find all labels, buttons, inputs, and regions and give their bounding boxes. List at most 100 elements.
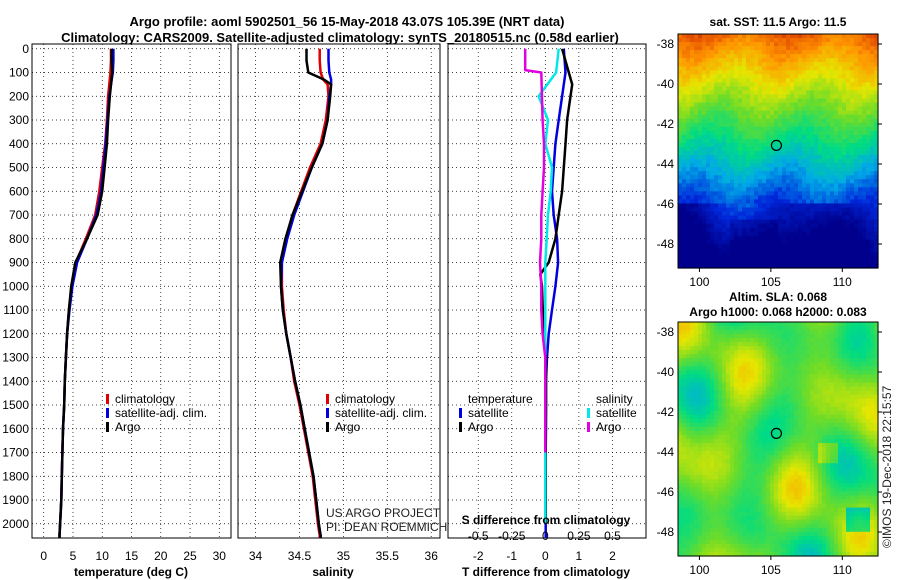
map-cell: [822, 382, 827, 388]
map-cell: [730, 195, 735, 201]
map-cell: [766, 350, 771, 355]
map-cell: [726, 146, 731, 152]
map-cell: [730, 159, 735, 164]
map-cell: [830, 410, 835, 416]
map-cell: [714, 326, 719, 331]
map-cell: [730, 126, 735, 132]
map-cell: [678, 366, 683, 372]
map-cell: [778, 54, 783, 59]
map-cell: [734, 203, 739, 209]
map-cell: [870, 86, 875, 92]
map-cell: [750, 102, 755, 108]
map-cell: [786, 263, 791, 269]
map-cell: [770, 382, 775, 388]
map-cell: [842, 54, 847, 59]
map-cell: [702, 227, 707, 233]
map-cell: [746, 171, 751, 176]
map-cell: [762, 146, 767, 152]
map-cell: [702, 211, 707, 217]
map-cell: [786, 146, 791, 152]
map-cell: [862, 455, 867, 460]
map-cell: [686, 38, 691, 43]
map-cell: [682, 251, 687, 257]
map-cell: [762, 151, 767, 156]
map-cell: [714, 366, 719, 372]
map-cell: [846, 354, 851, 359]
map-cell: [842, 114, 847, 120]
map-cell: [810, 183, 815, 188]
map-cell: [794, 70, 799, 75]
map-cell: [754, 211, 759, 217]
depth-tick-label: 1200: [2, 327, 29, 341]
map-cell: [698, 130, 703, 136]
map-cell: [742, 410, 747, 416]
map-cell: [726, 126, 731, 132]
map-cell: [686, 231, 691, 237]
map-cell: [758, 402, 763, 408]
map-cell: [782, 74, 787, 79]
map-cell: [838, 94, 843, 100]
map-cell: [686, 443, 691, 448]
map-cell: [826, 263, 831, 269]
map-cell: [822, 390, 827, 396]
map-cell: [722, 378, 727, 384]
map-cell: [750, 374, 755, 380]
map-cell: [754, 102, 759, 108]
map-cell: [798, 378, 803, 384]
map-cell: [734, 42, 739, 47]
map-cell: [870, 98, 875, 104]
map-cell: [758, 155, 763, 160]
map-cell: [742, 390, 747, 396]
map-cell: [750, 78, 755, 84]
map-cell: [678, 330, 683, 335]
map-cell: [814, 390, 819, 396]
map-cell: [846, 34, 851, 39]
map-cell: [706, 58, 711, 63]
map-cell: [782, 62, 787, 67]
salinity-plot-frame: [237, 43, 441, 539]
map-cell: [814, 398, 819, 404]
map-cell: [854, 82, 859, 88]
map-cell: [798, 183, 803, 188]
map-cell: [754, 378, 759, 384]
map-cell: [830, 86, 835, 92]
map-cell: [726, 203, 731, 209]
map-cell: [842, 223, 847, 229]
map-cell: [758, 334, 763, 339]
map-cell: [726, 447, 731, 452]
map-cell: [706, 451, 711, 456]
map-cell: [734, 390, 739, 396]
map-cell: [726, 130, 731, 136]
map-cell: [698, 263, 703, 269]
map-cell: [786, 142, 791, 148]
map-cell: [862, 50, 867, 55]
map-cell: [730, 171, 735, 176]
map-cell: [746, 378, 751, 384]
map-cell: [750, 155, 755, 160]
map-cell: [706, 82, 711, 88]
map-cell: [782, 179, 787, 184]
map-cell: [818, 50, 823, 55]
map-cell: [870, 330, 875, 335]
map-cell: [786, 114, 791, 120]
map-cell: [806, 110, 811, 116]
map-cell: [874, 358, 879, 363]
map-cell: [746, 146, 751, 152]
map-cell: [750, 447, 755, 452]
map-cell: [822, 414, 827, 420]
map-cell: [750, 142, 755, 148]
map-cell: [766, 114, 771, 120]
map-cell: [838, 455, 843, 460]
map-cell: [770, 207, 775, 213]
map-cell: [762, 223, 767, 229]
map-cell: [686, 155, 691, 160]
map-cell: [862, 94, 867, 100]
salinity-legend: climatology satellite-adj. clim. Argo: [326, 392, 427, 434]
map-cell: [866, 467, 871, 472]
map-cell: [746, 114, 751, 120]
map-cell: [734, 118, 739, 124]
map-cell: [846, 167, 851, 172]
map-cell: [830, 207, 835, 213]
map-cell: [790, 382, 795, 388]
map-cell: [834, 390, 839, 396]
